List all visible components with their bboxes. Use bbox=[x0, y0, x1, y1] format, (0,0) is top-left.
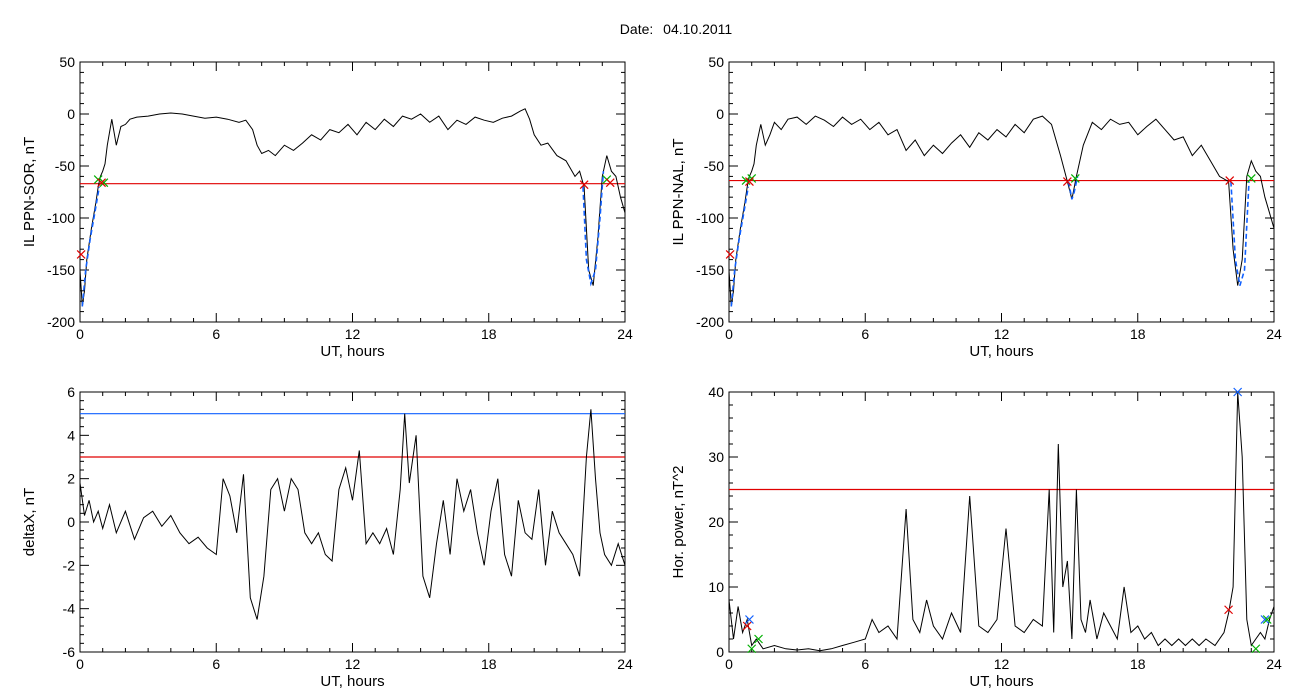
event-marker bbox=[745, 615, 754, 624]
x-tick-label: 12 bbox=[994, 656, 1010, 672]
y-tick-label: 2 bbox=[67, 471, 75, 487]
event-marker bbox=[1225, 176, 1235, 185]
x-tick-label: 6 bbox=[861, 326, 869, 342]
x-tick-label: 0 bbox=[76, 656, 84, 672]
event-marker bbox=[1251, 644, 1261, 654]
date-title: Date: 04.10.2011 bbox=[620, 21, 733, 37]
y-tick-label: 0 bbox=[716, 644, 724, 660]
y-tick-label: -150 bbox=[696, 262, 724, 278]
event-marker bbox=[1262, 615, 1272, 624]
chart-panel-p1: 0 6 12 18 24 -200 -150 -100 -50 0 50 UT, hours IL PP… bbox=[21, 54, 633, 360]
event-marker bbox=[745, 177, 754, 187]
x-axis-label: UT, hours bbox=[320, 673, 384, 690]
plot-frame bbox=[728, 61, 1275, 323]
x-tick-label: 24 bbox=[1266, 326, 1282, 342]
y-axis-label: IL PPN-SOR, nT bbox=[21, 137, 38, 247]
y-axis-label: IL PPN-NAL, nT bbox=[670, 139, 687, 246]
event-marker bbox=[742, 621, 752, 631]
plot-area bbox=[729, 115, 1274, 307]
event-marker bbox=[99, 178, 109, 188]
plot-area bbox=[80, 409, 625, 620]
event-marker bbox=[605, 178, 615, 188]
x-tick-label: 12 bbox=[345, 326, 361, 342]
y-tick-label: -150 bbox=[47, 262, 75, 278]
y-tick-label: 4 bbox=[67, 427, 75, 443]
x-tick-label: 18 bbox=[481, 326, 497, 342]
event-marker bbox=[1062, 177, 1072, 187]
x-tick-label: 0 bbox=[725, 656, 733, 672]
chart-panel-p4: 0 6 12 18 24 0 10 20 30 40 UT, hours Hor. power, nT… bbox=[670, 384, 1282, 690]
event-segment-line bbox=[1067, 176, 1079, 200]
plot-area bbox=[80, 108, 625, 307]
x-tick-label: 18 bbox=[1130, 656, 1146, 672]
y-tick-label: -6 bbox=[63, 644, 76, 660]
chart-panel-p2: 0 6 12 18 24 -200 -150 -100 -50 0 50 UT, hours IL PP… bbox=[670, 54, 1282, 360]
event-marker bbox=[1260, 615, 1270, 624]
y-axis-label: Hor. power, nT^2 bbox=[670, 466, 687, 579]
event-marker bbox=[76, 249, 86, 259]
plot-area bbox=[729, 392, 1274, 652]
event-segment-line bbox=[582, 171, 605, 287]
y-tick-label: 50 bbox=[708, 54, 724, 70]
x-axis-label: UT, hours bbox=[320, 343, 384, 360]
y-tick-label: -50 bbox=[55, 158, 75, 174]
date-value: 04.10.2011 bbox=[663, 21, 732, 37]
plot-frame bbox=[728, 391, 1275, 653]
data-series-line bbox=[80, 108, 625, 307]
x-tick-label: 6 bbox=[212, 656, 220, 672]
data-series-line bbox=[80, 409, 625, 620]
x-tick-label: 6 bbox=[861, 656, 869, 672]
y-tick-label: 40 bbox=[708, 384, 724, 400]
x-tick-label: 24 bbox=[617, 656, 633, 672]
event-marker bbox=[1070, 174, 1080, 183]
event-marker bbox=[579, 180, 589, 190]
event-marker bbox=[1233, 387, 1243, 397]
event-segment-line bbox=[730, 186, 750, 307]
event-marker bbox=[754, 634, 763, 644]
event-marker bbox=[1246, 174, 1256, 183]
y-tick-label: -50 bbox=[704, 158, 724, 174]
x-tick-label: 6 bbox=[212, 326, 220, 342]
y-tick-label: -200 bbox=[47, 314, 75, 330]
y-tick-label: -100 bbox=[696, 210, 724, 226]
y-tick-label: 20 bbox=[708, 514, 724, 530]
y-tick-label: 0 bbox=[716, 106, 724, 122]
x-axis-label: UT, hours bbox=[969, 673, 1033, 690]
y-tick-label: -200 bbox=[696, 314, 724, 330]
y-tick-label: 50 bbox=[59, 54, 75, 70]
y-tick-label: 6 bbox=[67, 384, 75, 400]
event-marker bbox=[97, 178, 106, 188]
x-tick-label: 18 bbox=[481, 656, 497, 672]
event-marker bbox=[725, 249, 735, 259]
event-segment-line bbox=[81, 186, 101, 307]
y-tick-label: 0 bbox=[67, 514, 75, 530]
event-segment-line bbox=[1230, 181, 1250, 286]
y-tick-label: -2 bbox=[63, 557, 76, 573]
x-tick-label: 12 bbox=[345, 656, 361, 672]
y-tick-label: 10 bbox=[708, 579, 724, 595]
event-marker bbox=[747, 644, 757, 654]
y-tick-label: 30 bbox=[708, 449, 724, 465]
event-marker bbox=[741, 176, 751, 185]
y-tick-label: -100 bbox=[47, 210, 75, 226]
x-axis-label: UT, hours bbox=[969, 343, 1033, 360]
x-tick-label: 0 bbox=[76, 326, 84, 342]
x-tick-label: 24 bbox=[617, 326, 633, 342]
plot-frame bbox=[79, 391, 626, 653]
plot-frame bbox=[79, 61, 626, 323]
data-series-line bbox=[729, 392, 1274, 652]
data-series-line bbox=[729, 115, 1274, 307]
y-tick-label: -4 bbox=[63, 601, 76, 617]
x-tick-label: 0 bbox=[725, 326, 733, 342]
x-tick-label: 18 bbox=[1130, 326, 1146, 342]
x-tick-label: 12 bbox=[994, 326, 1010, 342]
x-tick-label: 24 bbox=[1266, 656, 1282, 672]
y-axis-label: deltaX, nT bbox=[21, 488, 38, 556]
date-label: Date: bbox=[620, 21, 653, 37]
event-marker bbox=[1224, 605, 1234, 615]
y-tick-label: 0 bbox=[67, 106, 75, 122]
